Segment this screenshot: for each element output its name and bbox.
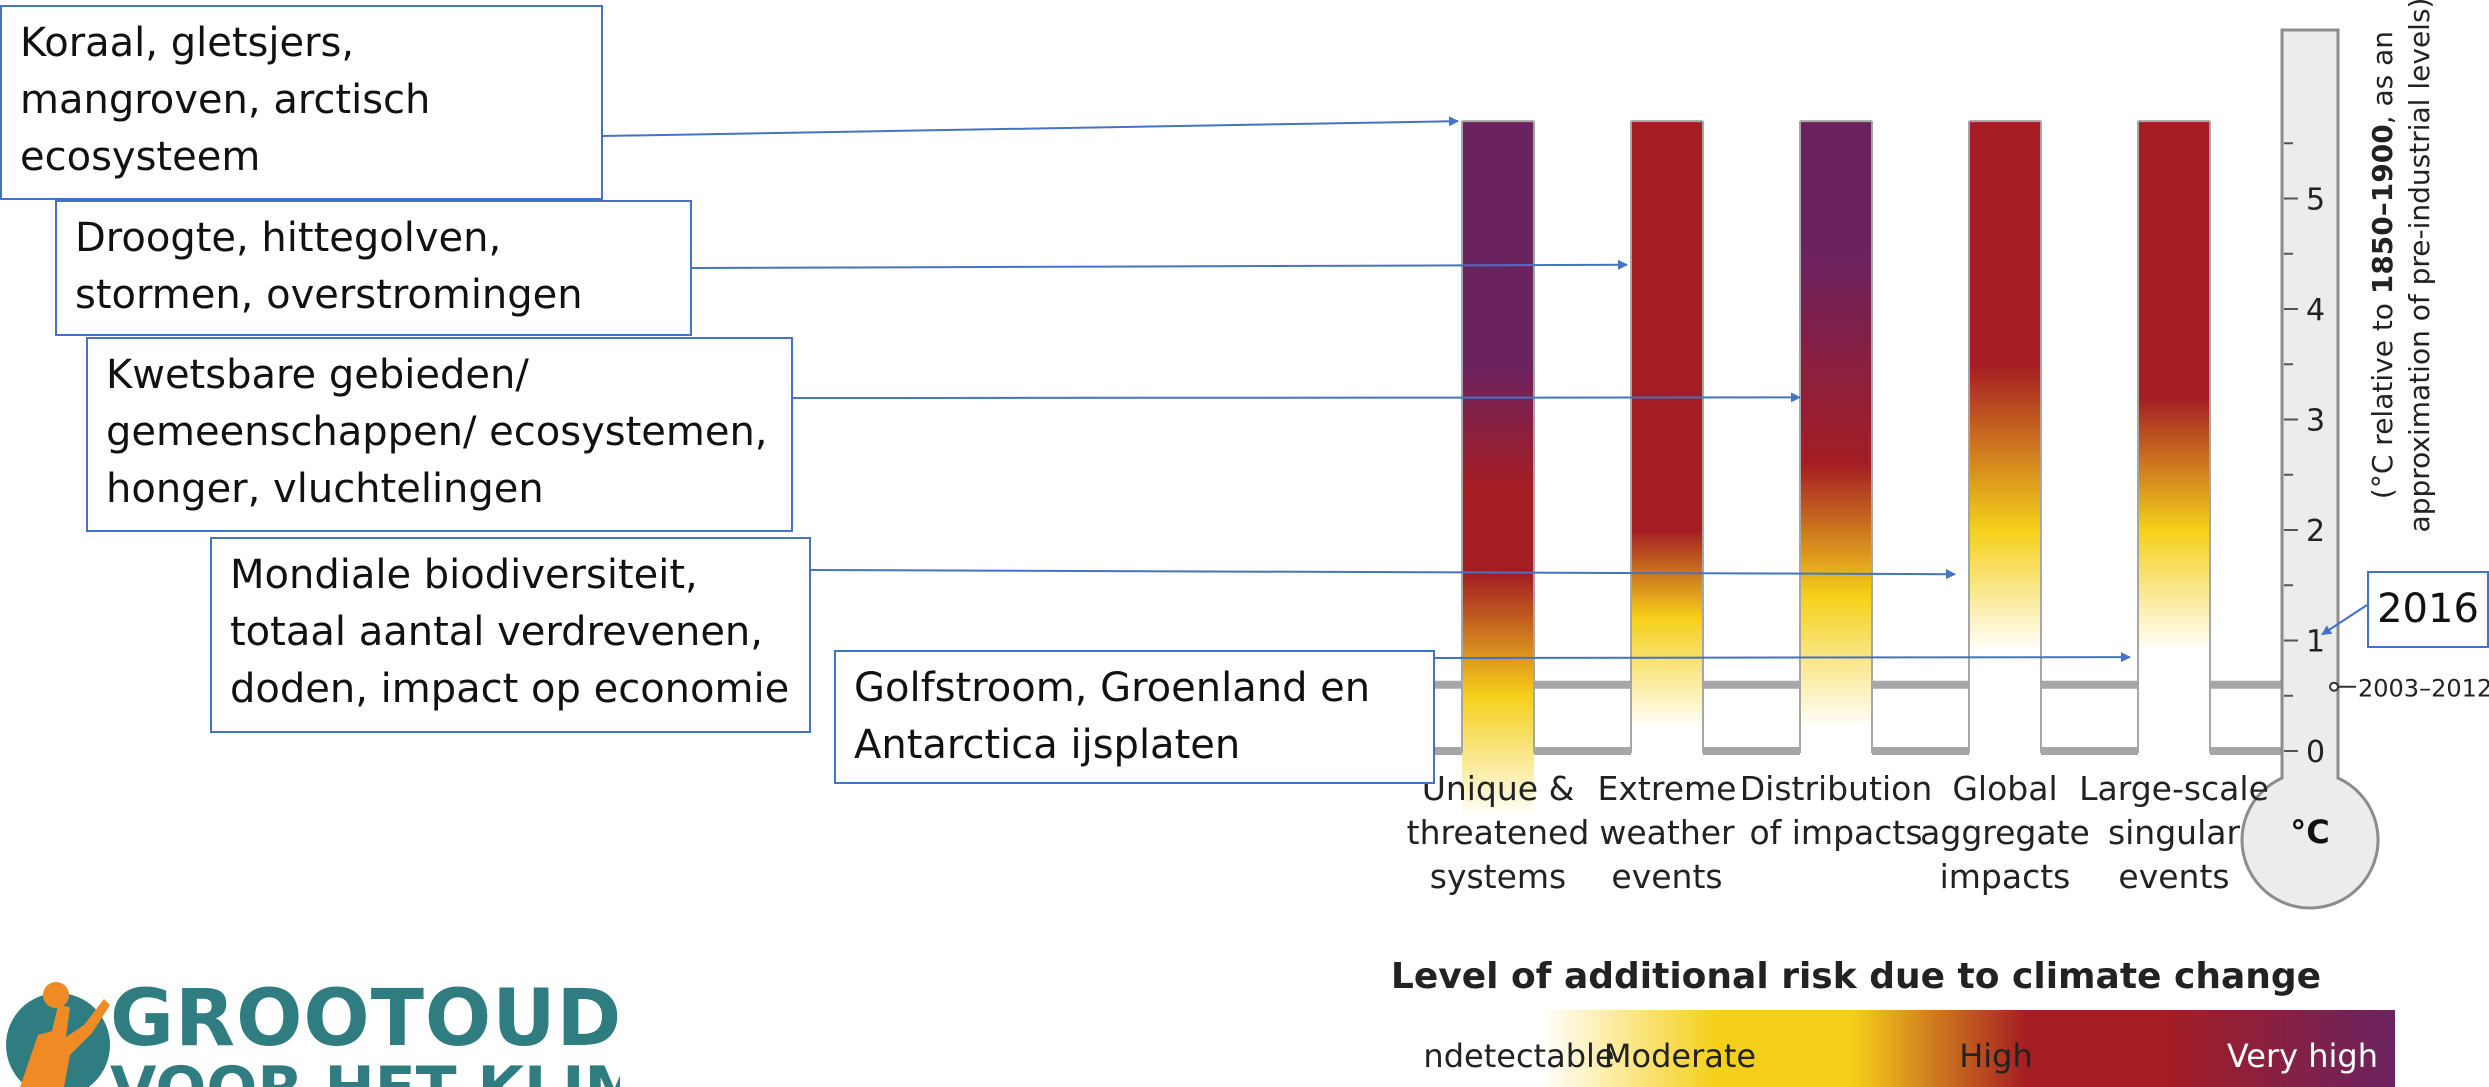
callout-arrow-4 — [1434, 652, 2131, 663]
category-label-2-1: of impacts — [1749, 813, 1922, 852]
axis-tick-label-1: 1 — [2306, 625, 2325, 660]
reference-label: 2003–2012 — [2358, 675, 2489, 703]
callout-coral: Koraal, gletsjers, mangroven, arctisch e… — [0, 5, 603, 200]
risk-bar-0 — [1462, 121, 1534, 818]
legend-label-2: High — [1959, 1037, 2033, 1075]
axis-tick-label-0: 0 — [2306, 735, 2325, 770]
axis-tick-label-5: 5 — [2306, 183, 2325, 218]
callout-arrow-1 — [691, 259, 1628, 270]
axis-tick-label-3: 3 — [2306, 404, 2325, 439]
axis-label: (°C relative to 1850–1900, as an — [2366, 31, 2399, 499]
legend-label-0: Undetectable — [1400, 1037, 1615, 1075]
category-label-3-0: Global — [1952, 769, 2057, 808]
callout-vulnerable: Kwetsbare gebieden/ gemeenschappen/ ecos… — [86, 337, 793, 532]
logo-figure-icon — [6, 982, 110, 1087]
callout-arrow-3 — [810, 569, 1956, 580]
legend-title: Level of additional risk due to climate … — [1391, 956, 2321, 997]
category-label-4-1: singular — [2108, 813, 2241, 852]
axis-tick-label-2: 2 — [2306, 514, 2325, 549]
callout-2016: 2016 — [2367, 571, 2489, 648]
callout-gulf-stream: Golfstroom, Groenland en Antarctica ijsp… — [834, 650, 1435, 784]
logo-title: GROOTOUDERS — [110, 975, 620, 1064]
category-label-1-0: Extreme — [1598, 769, 1737, 808]
axis-unit-label: °C — [2290, 813, 2329, 851]
legend-scale — [1425, 1010, 2395, 1087]
reference-dot — [2329, 681, 2339, 692]
logo: GROOTOUDERS VOOR HET KLIMAAT — [0, 975, 620, 1087]
callout-arrow-0 — [602, 116, 1459, 137]
axis-tick-label-4: 4 — [2306, 293, 2325, 328]
category-label-4-0: Large-scale — [2079, 769, 2269, 808]
category-label-0-0: Unique & — [1422, 769, 1575, 808]
callout-drought: Droogte, hittegolven, stormen, overstrom… — [55, 200, 692, 336]
category-label-3-1: aggregate — [1920, 813, 2090, 852]
category-label-1-2: events — [1611, 857, 1722, 896]
callout-arrow-2016 — [2321, 604, 2368, 636]
category-label-2-0: Distribution — [1740, 769, 1933, 808]
legend-label-1: Moderate — [1604, 1037, 1756, 1075]
risk-bar-4 — [2138, 121, 2210, 818]
category-label-0-2: systems — [1430, 857, 1567, 896]
logo-subtitle: VOOR HET KLIMAAT — [110, 1059, 620, 1087]
callout-arrow-2 — [792, 392, 1801, 403]
category-label-0-1: threatened — [1407, 813, 1590, 852]
category-label-1-1: weather — [1599, 813, 1735, 852]
category-label-4-2: events — [2118, 857, 2229, 896]
category-label-3-2: impacts — [1940, 857, 2071, 896]
legend-label-3: Very high — [2227, 1037, 2378, 1075]
axis-label-line2: approximation of pre-industrial levels) — [2403, 0, 2436, 532]
callout-biodiversity: Mondiale biodiversiteit, totaal aantal v… — [210, 537, 811, 733]
thermometer — [2240, 28, 2380, 910]
legend-mask — [1360, 1012, 1425, 1087]
risk-bar-3 — [1969, 121, 2041, 818]
risk-bar-2 — [1800, 121, 1872, 818]
risk-bar-1 — [1631, 121, 1703, 818]
